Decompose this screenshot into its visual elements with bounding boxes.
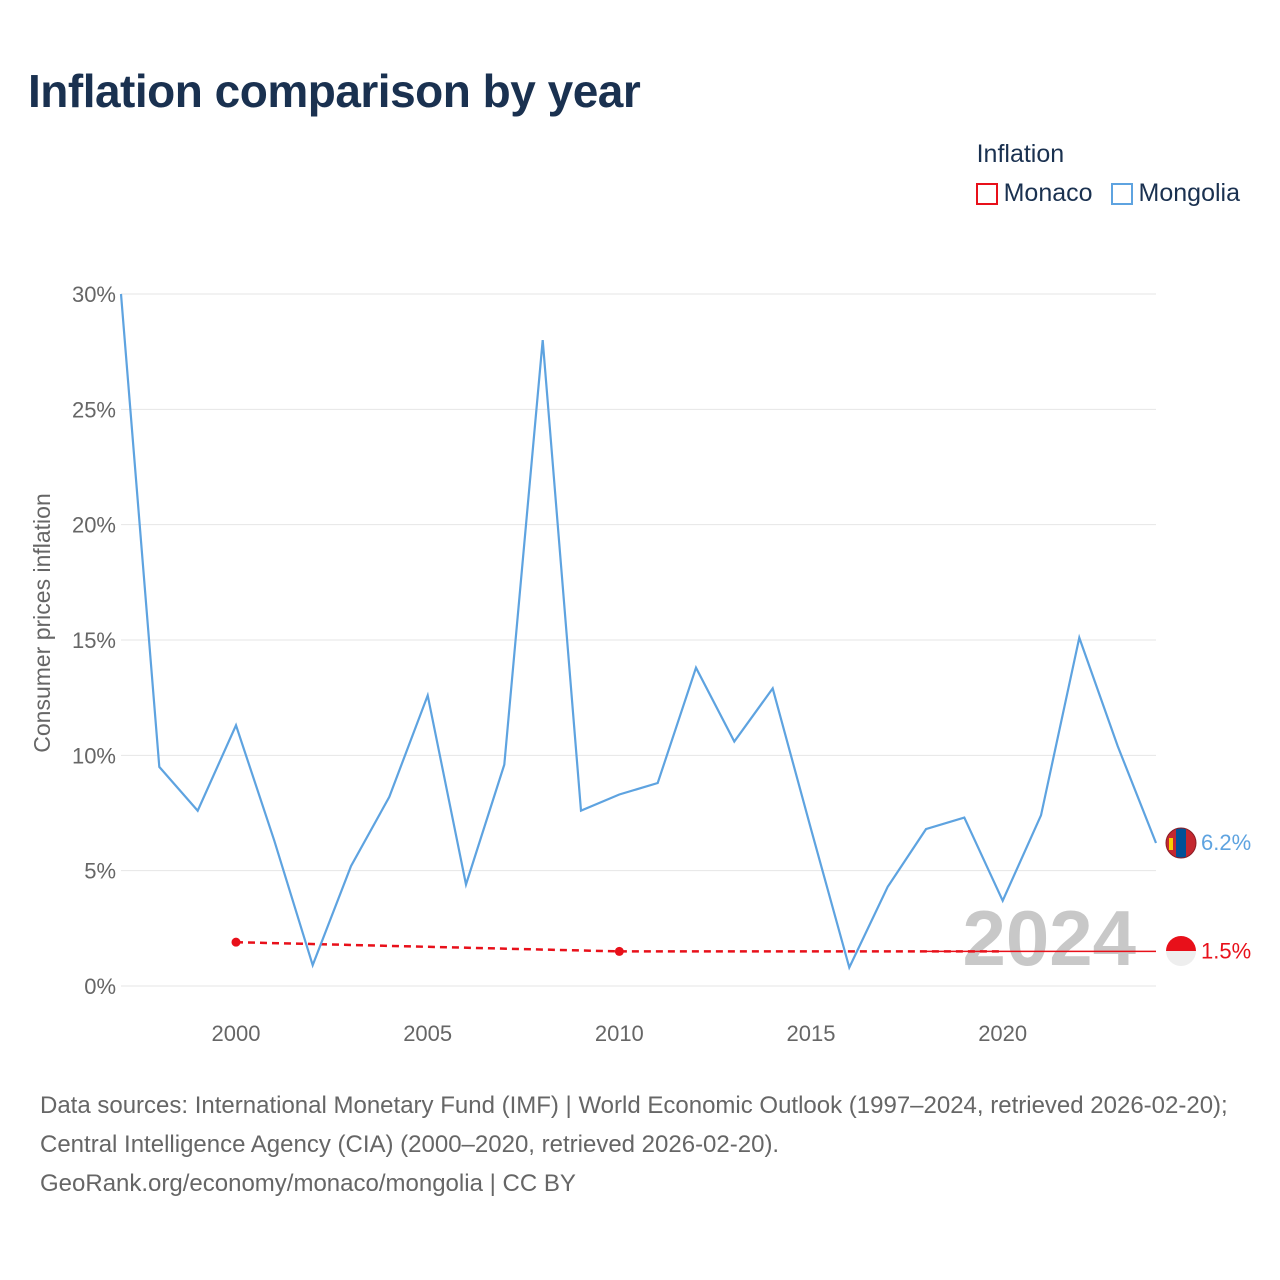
legend-item-monaco[interactable]: Monaco [975,179,1093,208]
y-tick-label-0: 0% [84,974,116,999]
line-chart: 0% 5% 10% 15% 20% 25% 30% 2000 2005 2010 2015 2020… [29,282,1251,1046]
legend-title: Inflation [976,140,1065,168]
series-layer [119,293,1158,971]
end-label-monaco: 1.5% [1201,938,1251,963]
y-tick-label-10: 10% [72,743,116,768]
point-monaco-2000 [231,937,241,947]
grid-lines [121,293,1156,987]
point-monaco-2010 [614,946,624,956]
mongolia-flag-border [1165,827,1197,859]
legend-swatch-monaco [975,182,998,205]
footer: Data sources: International Monetary Fun… [40,1086,1250,1203]
y-axis-tick-labels: 0% 5% 10% 15% 20% 25% 30% [72,282,116,999]
y-tick-label-30: 30% [72,282,116,307]
credit-link[interactable]: GeoRank.org/economy/monaco/mongolia | CC… [40,1170,576,1197]
legend-label-monaco: Monaco [1003,179,1093,207]
x-tick-label-2000: 2000 [212,1021,261,1046]
chart-title: Inflation comparison by year [28,65,641,117]
legend-label-mongolia: Mongolia [1138,179,1240,207]
series-line-monaco [235,940,1003,953]
x-tick-label-2010: 2010 [595,1021,644,1046]
data-sources: Data sources: International Monetary Fun… [40,1092,1228,1158]
series-line-mongolia [119,293,1158,971]
y-tick-label-20: 20% [72,513,116,538]
legend-swatch-mongolia [1110,182,1133,205]
x-tick-label-2005: 2005 [403,1021,452,1046]
x-tick-label-2020: 2020 [978,1021,1027,1046]
y-tick-label-15: 15% [72,628,116,653]
monaco-flag-icon [1166,936,1196,966]
x-axis-tick-labels: 2000 2005 2010 2015 2020 [212,1021,1028,1046]
end-labels: 6.2% 1.5% [1201,830,1251,963]
mongolia-flag-icon [1166,828,1196,858]
y-tick-label-25: 25% [72,397,116,422]
legend-item-mongolia[interactable]: Mongolia [1110,179,1240,208]
y-tick-label-5: 5% [84,859,116,884]
x-tick-label-2015: 2015 [787,1021,836,1046]
year-watermark: 2024 [962,894,1136,982]
legend: Inflation Monaco Mongolia [975,140,1240,208]
y-axis-title: Consumer prices inflation [29,493,55,753]
end-label-mongolia: 6.2% [1201,830,1251,855]
